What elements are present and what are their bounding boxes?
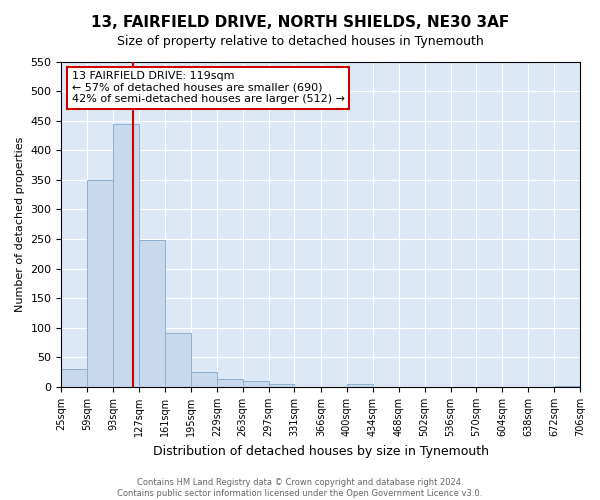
Y-axis label: Number of detached properties: Number of detached properties bbox=[15, 136, 25, 312]
Bar bbox=[554, 386, 580, 387]
Bar bbox=[269, 384, 295, 387]
X-axis label: Distribution of detached houses by size in Tynemouth: Distribution of detached houses by size … bbox=[153, 444, 489, 458]
Bar bbox=[347, 384, 373, 387]
Bar bbox=[191, 372, 217, 387]
Bar bbox=[139, 240, 165, 387]
Bar bbox=[113, 124, 139, 387]
Text: 13 FAIRFIELD DRIVE: 119sqm
← 57% of detached houses are smaller (690)
42% of sem: 13 FAIRFIELD DRIVE: 119sqm ← 57% of deta… bbox=[72, 72, 345, 104]
Bar bbox=[61, 370, 87, 387]
Bar bbox=[165, 332, 191, 387]
Text: Contains HM Land Registry data © Crown copyright and database right 2024.
Contai: Contains HM Land Registry data © Crown c… bbox=[118, 478, 482, 498]
Text: Size of property relative to detached houses in Tynemouth: Size of property relative to detached ho… bbox=[116, 35, 484, 48]
Bar bbox=[217, 380, 242, 387]
Text: 13, FAIRFIELD DRIVE, NORTH SHIELDS, NE30 3AF: 13, FAIRFIELD DRIVE, NORTH SHIELDS, NE30… bbox=[91, 15, 509, 30]
Bar bbox=[87, 180, 113, 387]
Bar bbox=[242, 381, 269, 387]
